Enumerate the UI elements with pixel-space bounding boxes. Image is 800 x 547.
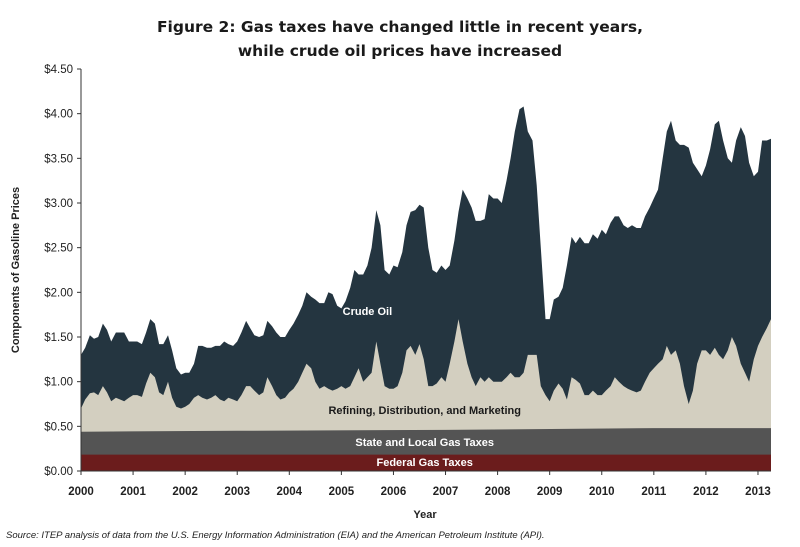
chart-title-line-1: Figure 2: Gas taxes have changed little … xyxy=(157,18,643,36)
y-tick-label: $2.50 xyxy=(44,243,73,255)
y-tick-label: $4.00 xyxy=(44,109,73,121)
x-tick-label: 2006 xyxy=(381,486,407,498)
x-tick-label: 2005 xyxy=(329,486,355,498)
y-tick-label: $3.00 xyxy=(44,198,73,210)
x-tick-label: 2011 xyxy=(641,486,667,498)
y-tick-label: $0.00 xyxy=(44,466,73,478)
x-tick-label: 2013 xyxy=(745,486,771,498)
series-label-refining-distribution-and-marketing: Refining, Distribution, and Marketing xyxy=(328,405,521,417)
area-federal-gas-taxes xyxy=(81,454,771,471)
axes-layer xyxy=(80,69,771,472)
y-tick-label: $0.50 xyxy=(44,421,73,433)
series-label-state-and-local-gas-taxes: State and Local Gas Taxes xyxy=(355,437,494,449)
x-tick-label: 2012 xyxy=(693,486,719,498)
y-tick-label: $2.00 xyxy=(44,287,73,299)
x-tick-label: 2004 xyxy=(277,486,303,498)
y-axis-title: Components of Gasoline Prices xyxy=(10,187,22,353)
y-tick-label: $1.00 xyxy=(44,377,73,389)
stacked-area-layer xyxy=(81,106,771,471)
area-crude-oil xyxy=(81,106,771,471)
x-axis-title: Year xyxy=(413,509,437,521)
x-tick-label: 2002 xyxy=(172,486,198,498)
series-labels-layer: Federal Gas Taxes State and Local Gas Tax… xyxy=(328,306,521,469)
x-tick-label: 2003 xyxy=(224,486,250,498)
series-label-federal-gas-taxes: Federal Gas Taxes xyxy=(376,457,472,469)
y-ticks-layer: $0.00 $0.50 $1.00 $1.50 $2.00 $2.50 $3.00 $3.50… xyxy=(44,64,81,478)
series-label-crude-oil: Crude Oil xyxy=(343,306,393,318)
x-tick-label: 2010 xyxy=(589,486,615,498)
x-tick-label: 2001 xyxy=(120,486,146,498)
chart-title-line-2: while crude oil prices have increased xyxy=(238,42,562,60)
x-tick-label: 2009 xyxy=(537,486,563,498)
x-tick-label: 2008 xyxy=(485,486,511,498)
y-tick-label: $3.50 xyxy=(44,153,73,165)
source-note: Source: ITEP analysis of data from the U… xyxy=(6,530,545,541)
y-tick-label: $4.50 xyxy=(44,64,73,76)
y-tick-label: $1.50 xyxy=(44,332,73,344)
x-tick-label: 2007 xyxy=(433,486,459,498)
x-tick-label: 2000 xyxy=(68,486,94,498)
x-ticks-layer: 2000 2001 2002 2003 2004 2005 2006 2007 2008 2009… xyxy=(68,471,771,498)
chart-title: Figure 2: Gas taxes have changed little … xyxy=(157,18,643,60)
